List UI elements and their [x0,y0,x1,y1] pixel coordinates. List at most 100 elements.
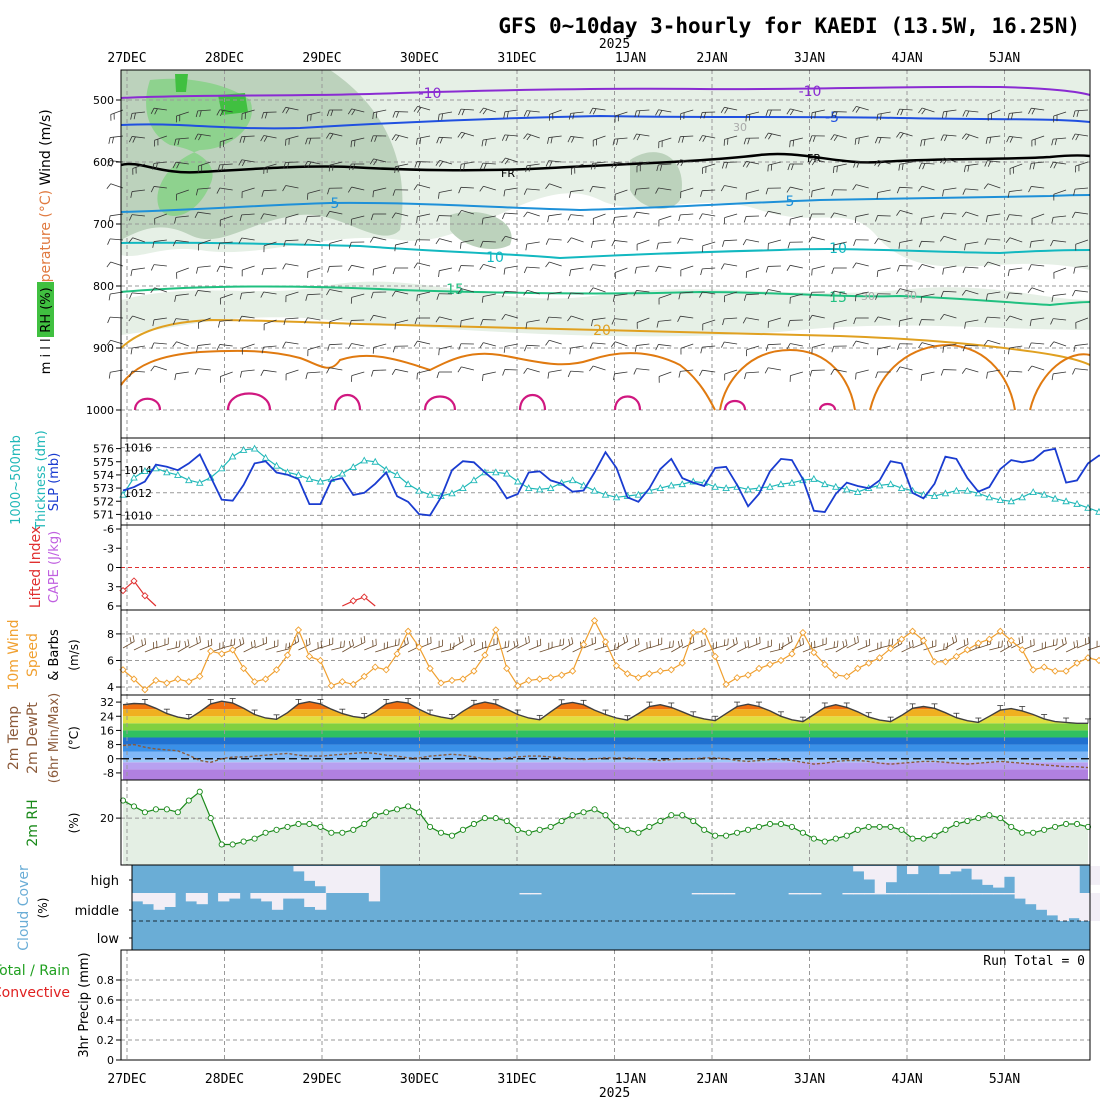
rh-point [317,823,324,830]
thickness-point [568,476,577,484]
barb-staff [175,240,189,243]
barb-flag [918,162,922,170]
precip-conv-label: Convective [0,985,70,1001]
wind-barb [177,639,190,653]
barb-flag [111,137,114,144]
barb-flag [677,237,681,244]
barb-flag [854,138,857,145]
barb-staff [285,185,299,189]
wind-speed-point [1018,646,1026,654]
wind-barb [394,241,409,252]
barb-staff [440,648,454,653]
barb-flag [545,316,550,324]
barb-flag [921,108,926,115]
wind-speed-point [1007,636,1015,645]
barb-flag [260,291,265,298]
wind-barb [920,293,935,303]
barb-staff [746,293,760,296]
wind-barb [150,365,167,372]
wind-barb [435,238,453,245]
barb-flag [416,294,418,302]
barb-staff [175,137,189,140]
barb-staff [395,319,409,324]
temp-band [123,723,1088,731]
barb-flag [920,218,923,225]
wind-barb [501,157,518,165]
thickness-point [338,469,347,477]
barb-staff [132,267,145,271]
isotherm-label: 20 [593,323,611,339]
barb-staff [197,133,211,137]
barb-flag [699,370,703,377]
barb-staff [1000,645,1012,653]
wind-barb [154,135,167,147]
barb-flag [920,374,923,382]
barb-flag [283,162,286,169]
barb-staff [812,236,825,241]
barb-staff [899,161,913,165]
barb-staff [746,317,760,321]
thickness-point [612,493,621,501]
wind-barb [736,639,750,653]
barb-staff [680,291,694,294]
thickness-point [1007,497,1015,505]
wind-barb [503,343,518,353]
barb-staff [175,215,189,218]
barb-staff [242,343,255,349]
barb-staff [1031,287,1045,293]
barb-staff [856,184,869,189]
cloud-clear-cell [982,866,994,885]
barb-staff [877,111,891,115]
barb-staff [1053,318,1067,321]
barb-staff [746,345,760,351]
barb-flag [152,163,155,170]
wind-barb [918,107,935,115]
wind-barb [610,341,628,348]
barb-staff [329,343,343,346]
barb-flag [834,111,838,118]
wind-tick-label: 8 [107,628,114,641]
wind-barb [391,368,409,375]
wind-barb [721,161,738,169]
wind-barb [198,317,211,329]
barb-staff [198,317,211,323]
rh-point [525,829,532,836]
barb-staff [833,241,847,246]
wind-speed-point [437,679,445,687]
barb-flag [132,136,136,143]
barb-flag [326,211,330,217]
wind-barb [855,291,869,302]
wind-barb [832,163,847,174]
wind-barb [350,293,365,304]
barb-staff [539,647,553,653]
rh-legend-swatch [37,282,54,337]
barb-flag [744,372,747,380]
barb-staff [395,290,409,295]
barb-flag [154,108,158,115]
barb-flag [967,165,970,172]
thickness-point [239,445,248,453]
barb-staff [243,645,256,653]
cloud-clear-cell [702,893,714,895]
thickness-point [711,482,719,490]
barb-staff [549,339,562,345]
barb-staff [594,645,608,651]
rh-point [383,809,390,816]
rh-point [1041,826,1048,833]
barb-staff [1031,161,1045,164]
barb-staff [482,215,496,219]
barb-flag [945,111,948,118]
wind-barb [852,262,869,269]
barb-staff [307,239,321,243]
barb-staff [298,643,311,651]
cloud-level-label: low [97,932,120,947]
wind-barb [285,213,299,224]
wind-barb [479,185,496,192]
barb-staff [307,160,321,165]
wind-barb [983,183,1001,190]
wind-barb [986,291,1001,301]
barb-staff [1031,213,1045,219]
wind-speed-point [547,674,555,682]
wind-barb [830,290,847,297]
